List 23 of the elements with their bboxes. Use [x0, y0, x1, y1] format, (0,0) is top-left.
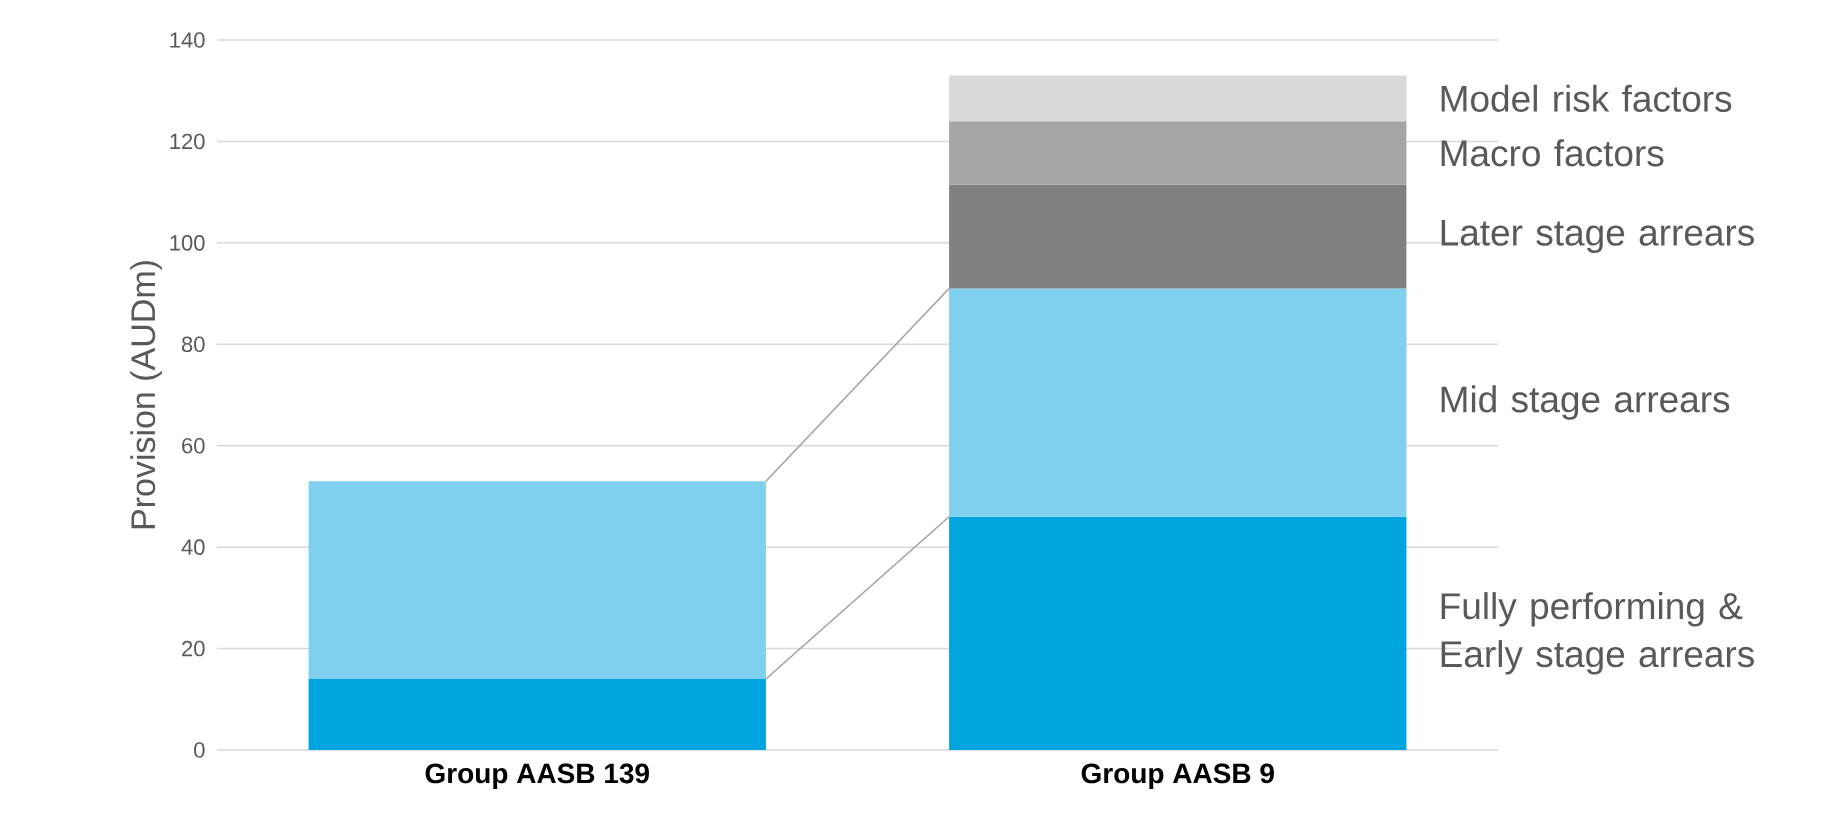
bar	[949, 75, 1407, 122]
y-tick-label: 80	[181, 336, 205, 353]
y-axis-title: Provision (AUDm)	[130, 261, 162, 529]
y-tick-label: 100	[170, 235, 205, 251]
series-label: Model risk factors	[1441, 84, 1732, 112]
series-label: Fully performing & Early stage arrears	[1441, 592, 1754, 675]
bar	[308, 481, 766, 679]
x-tick-label: Group AASB 9	[1081, 763, 1274, 789]
y-tick-label: 120	[170, 133, 205, 150]
bar	[949, 184, 1407, 289]
y-tick-label: 60	[182, 437, 205, 454]
bar	[308, 679, 766, 750]
series-label: Later stage arrears	[1441, 219, 1754, 254]
series-label: Mid stage arrears	[1441, 385, 1730, 420]
y-tick-label: 40	[181, 539, 205, 555]
x-tick-label: Group AASB 139	[425, 763, 649, 789]
series-label: Macro factors	[1441, 139, 1664, 167]
y-tick-label: 140	[170, 32, 205, 48]
bar	[949, 516, 1407, 750]
bar	[949, 288, 1407, 517]
bar	[949, 121, 1407, 185]
y-tick-label: 0	[194, 742, 205, 758]
y-tick-label: 20	[182, 640, 205, 657]
